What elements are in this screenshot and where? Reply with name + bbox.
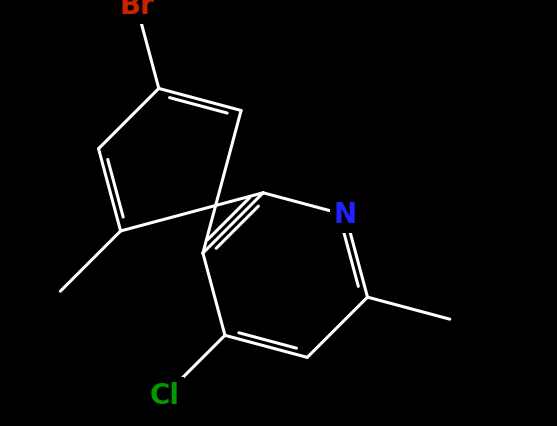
Text: N: N: [334, 201, 357, 229]
Text: Cl: Cl: [150, 382, 180, 409]
Text: Br: Br: [119, 0, 154, 20]
